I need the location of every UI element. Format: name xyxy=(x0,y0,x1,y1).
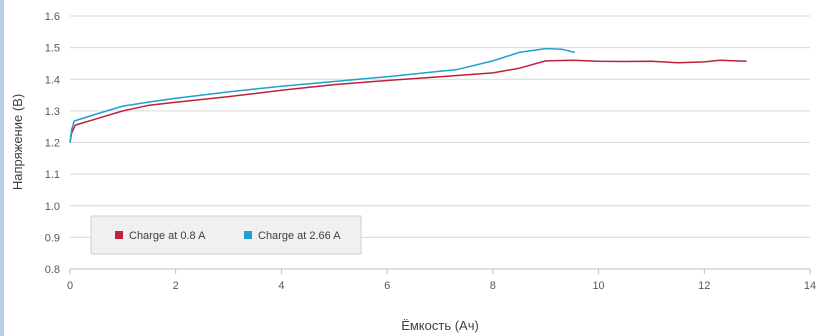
gridlines xyxy=(70,15,810,270)
window-edge-strip xyxy=(0,0,4,336)
x-tick-label: 10 xyxy=(592,280,604,292)
x-tick-label: 8 xyxy=(490,280,496,292)
y-axis-title: Напряжение (В) xyxy=(10,94,25,190)
series-lines xyxy=(69,47,747,143)
y-tick-label: 1.4 xyxy=(45,74,60,86)
x-axis-ticks: 0 2 4 6 8 10 12 14 xyxy=(67,269,816,292)
x-tick-label: 14 xyxy=(804,280,816,292)
legend-label-0: Charge at 0.8 A xyxy=(129,230,206,242)
x-axis-title: Ёмкость (Ач) xyxy=(401,318,479,333)
series-line-0 xyxy=(69,59,747,143)
y-tick-label: 1.1 xyxy=(45,169,60,181)
legend-swatch-1 xyxy=(244,231,252,239)
y-axis-ticks: 0.8 0.9 1.0 1.1 1.2 1.3 1.4 1.5 1.6 xyxy=(45,11,60,276)
y-tick-label: 1.6 xyxy=(45,11,60,23)
y-tick-label: 0.9 xyxy=(45,232,60,244)
x-tick-label: 6 xyxy=(384,280,390,292)
y-tick-label: 1.2 xyxy=(45,138,60,150)
y-tick-label: 1.3 xyxy=(45,106,60,118)
legend-label-1: Charge at 2.66 A xyxy=(258,230,341,242)
x-tick-label: 0 xyxy=(67,280,73,292)
legend-swatch-0 xyxy=(115,231,123,239)
y-tick-label: 0.8 xyxy=(45,264,60,276)
legend-box xyxy=(90,215,362,255)
legend: Charge at 0.8 A Charge at 2.66 A xyxy=(90,215,362,255)
y-tick-label: 1.0 xyxy=(45,201,60,213)
x-tick-label: 4 xyxy=(278,280,284,292)
x-tick-label: 12 xyxy=(698,280,710,292)
series-line-1 xyxy=(69,47,575,143)
y-tick-label: 1.5 xyxy=(45,43,60,55)
x-tick-label: 2 xyxy=(173,280,179,292)
